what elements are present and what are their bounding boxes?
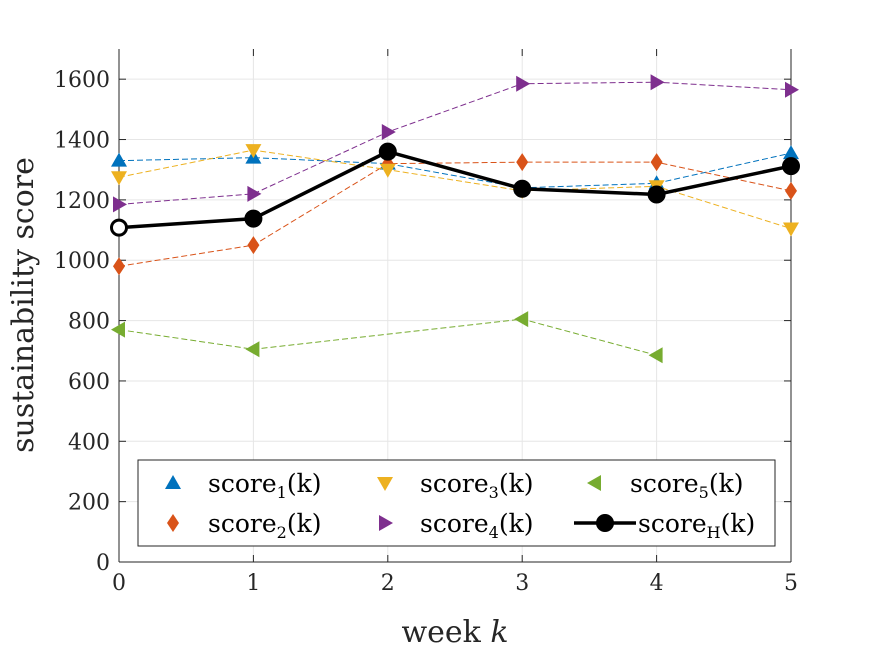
data-point [785, 81, 799, 98]
data-point [111, 152, 127, 167]
data-point [514, 311, 529, 328]
y-tick-label: 200 [68, 491, 110, 516]
x-axis-label: week k [401, 615, 508, 650]
legend-marker [167, 514, 179, 532]
data-point [113, 196, 127, 213]
legend-marker [587, 475, 601, 491]
data-point [113, 257, 125, 276]
legend-label: score1(k) [208, 469, 321, 502]
x-tick-label: 0 [112, 571, 126, 596]
legend-label: score3(k) [420, 469, 533, 502]
legend-item: score1(k) [165, 469, 321, 502]
series-score-H [110, 142, 800, 237]
data-point [245, 144, 262, 159]
legend-item: score3(k) [377, 469, 533, 502]
legend-marker [596, 514, 614, 532]
y-tick-label: 1400 [54, 129, 110, 154]
series-line [118, 161, 792, 267]
data-point [378, 142, 397, 161]
data-point [247, 236, 260, 255]
y-tick-label: 1600 [54, 68, 110, 93]
y-tick-label: 600 [68, 370, 110, 395]
series-score-4 [113, 74, 799, 213]
series-line [118, 318, 657, 356]
data-point [381, 123, 396, 140]
data-point [783, 222, 799, 237]
data-point [111, 171, 127, 186]
data-point [244, 209, 263, 228]
data-point [782, 157, 800, 176]
data-point [516, 75, 531, 92]
series-line [118, 152, 792, 189]
data-point [650, 74, 665, 91]
legend-marker [379, 515, 393, 531]
legend-label: scoreH(k) [638, 509, 755, 542]
legend-item: score5(k) [587, 469, 743, 502]
y-tick-label: 0 [96, 551, 110, 576]
data-point [647, 185, 666, 204]
tick-labels: 0 1 2 3 4 5 0 200 400 600 800 1000 1200 1400 1600 [54, 68, 798, 596]
legend-marker [377, 477, 393, 491]
data-point [110, 218, 128, 237]
legend-label: score5(k) [630, 469, 743, 502]
x-tick-label: 4 [650, 571, 664, 596]
legend-label: score2(k) [208, 509, 321, 542]
legend: score1(k) score2(k) score3(k) score4(k) scor… [137, 459, 776, 547]
axes [118, 49, 792, 563]
series-line [118, 149, 792, 230]
data-point [783, 145, 799, 160]
legend-item: scoreH(k) [574, 509, 755, 542]
legend-item: score2(k) [167, 509, 321, 542]
series-group [110, 74, 800, 364]
x-tick-label: 3 [515, 571, 529, 596]
data-point [247, 185, 262, 202]
data-point [111, 321, 125, 338]
data-point [785, 181, 797, 200]
y-tick-label: 800 [68, 310, 110, 335]
y-tick-label: 1200 [54, 189, 110, 214]
data-point [650, 153, 663, 172]
legend-marker [165, 475, 181, 489]
y-axis-label: sustainability score [6, 157, 41, 453]
data-point [516, 153, 529, 172]
data-point [245, 341, 260, 358]
legend-label: score4(k) [420, 509, 533, 542]
x-tick-label: 2 [381, 571, 395, 596]
series-line [118, 81, 792, 205]
data-point [379, 163, 396, 178]
legend-item: score4(k) [379, 509, 533, 542]
x-tick-label: 1 [246, 571, 260, 596]
y-tick-label: 400 [68, 430, 110, 455]
data-point [513, 179, 532, 198]
series-score-5 [111, 311, 663, 364]
x-tick-label: 5 [784, 571, 798, 596]
data-point [648, 347, 663, 364]
y-tick-label: 1000 [54, 249, 110, 274]
legend-box [137, 459, 776, 547]
